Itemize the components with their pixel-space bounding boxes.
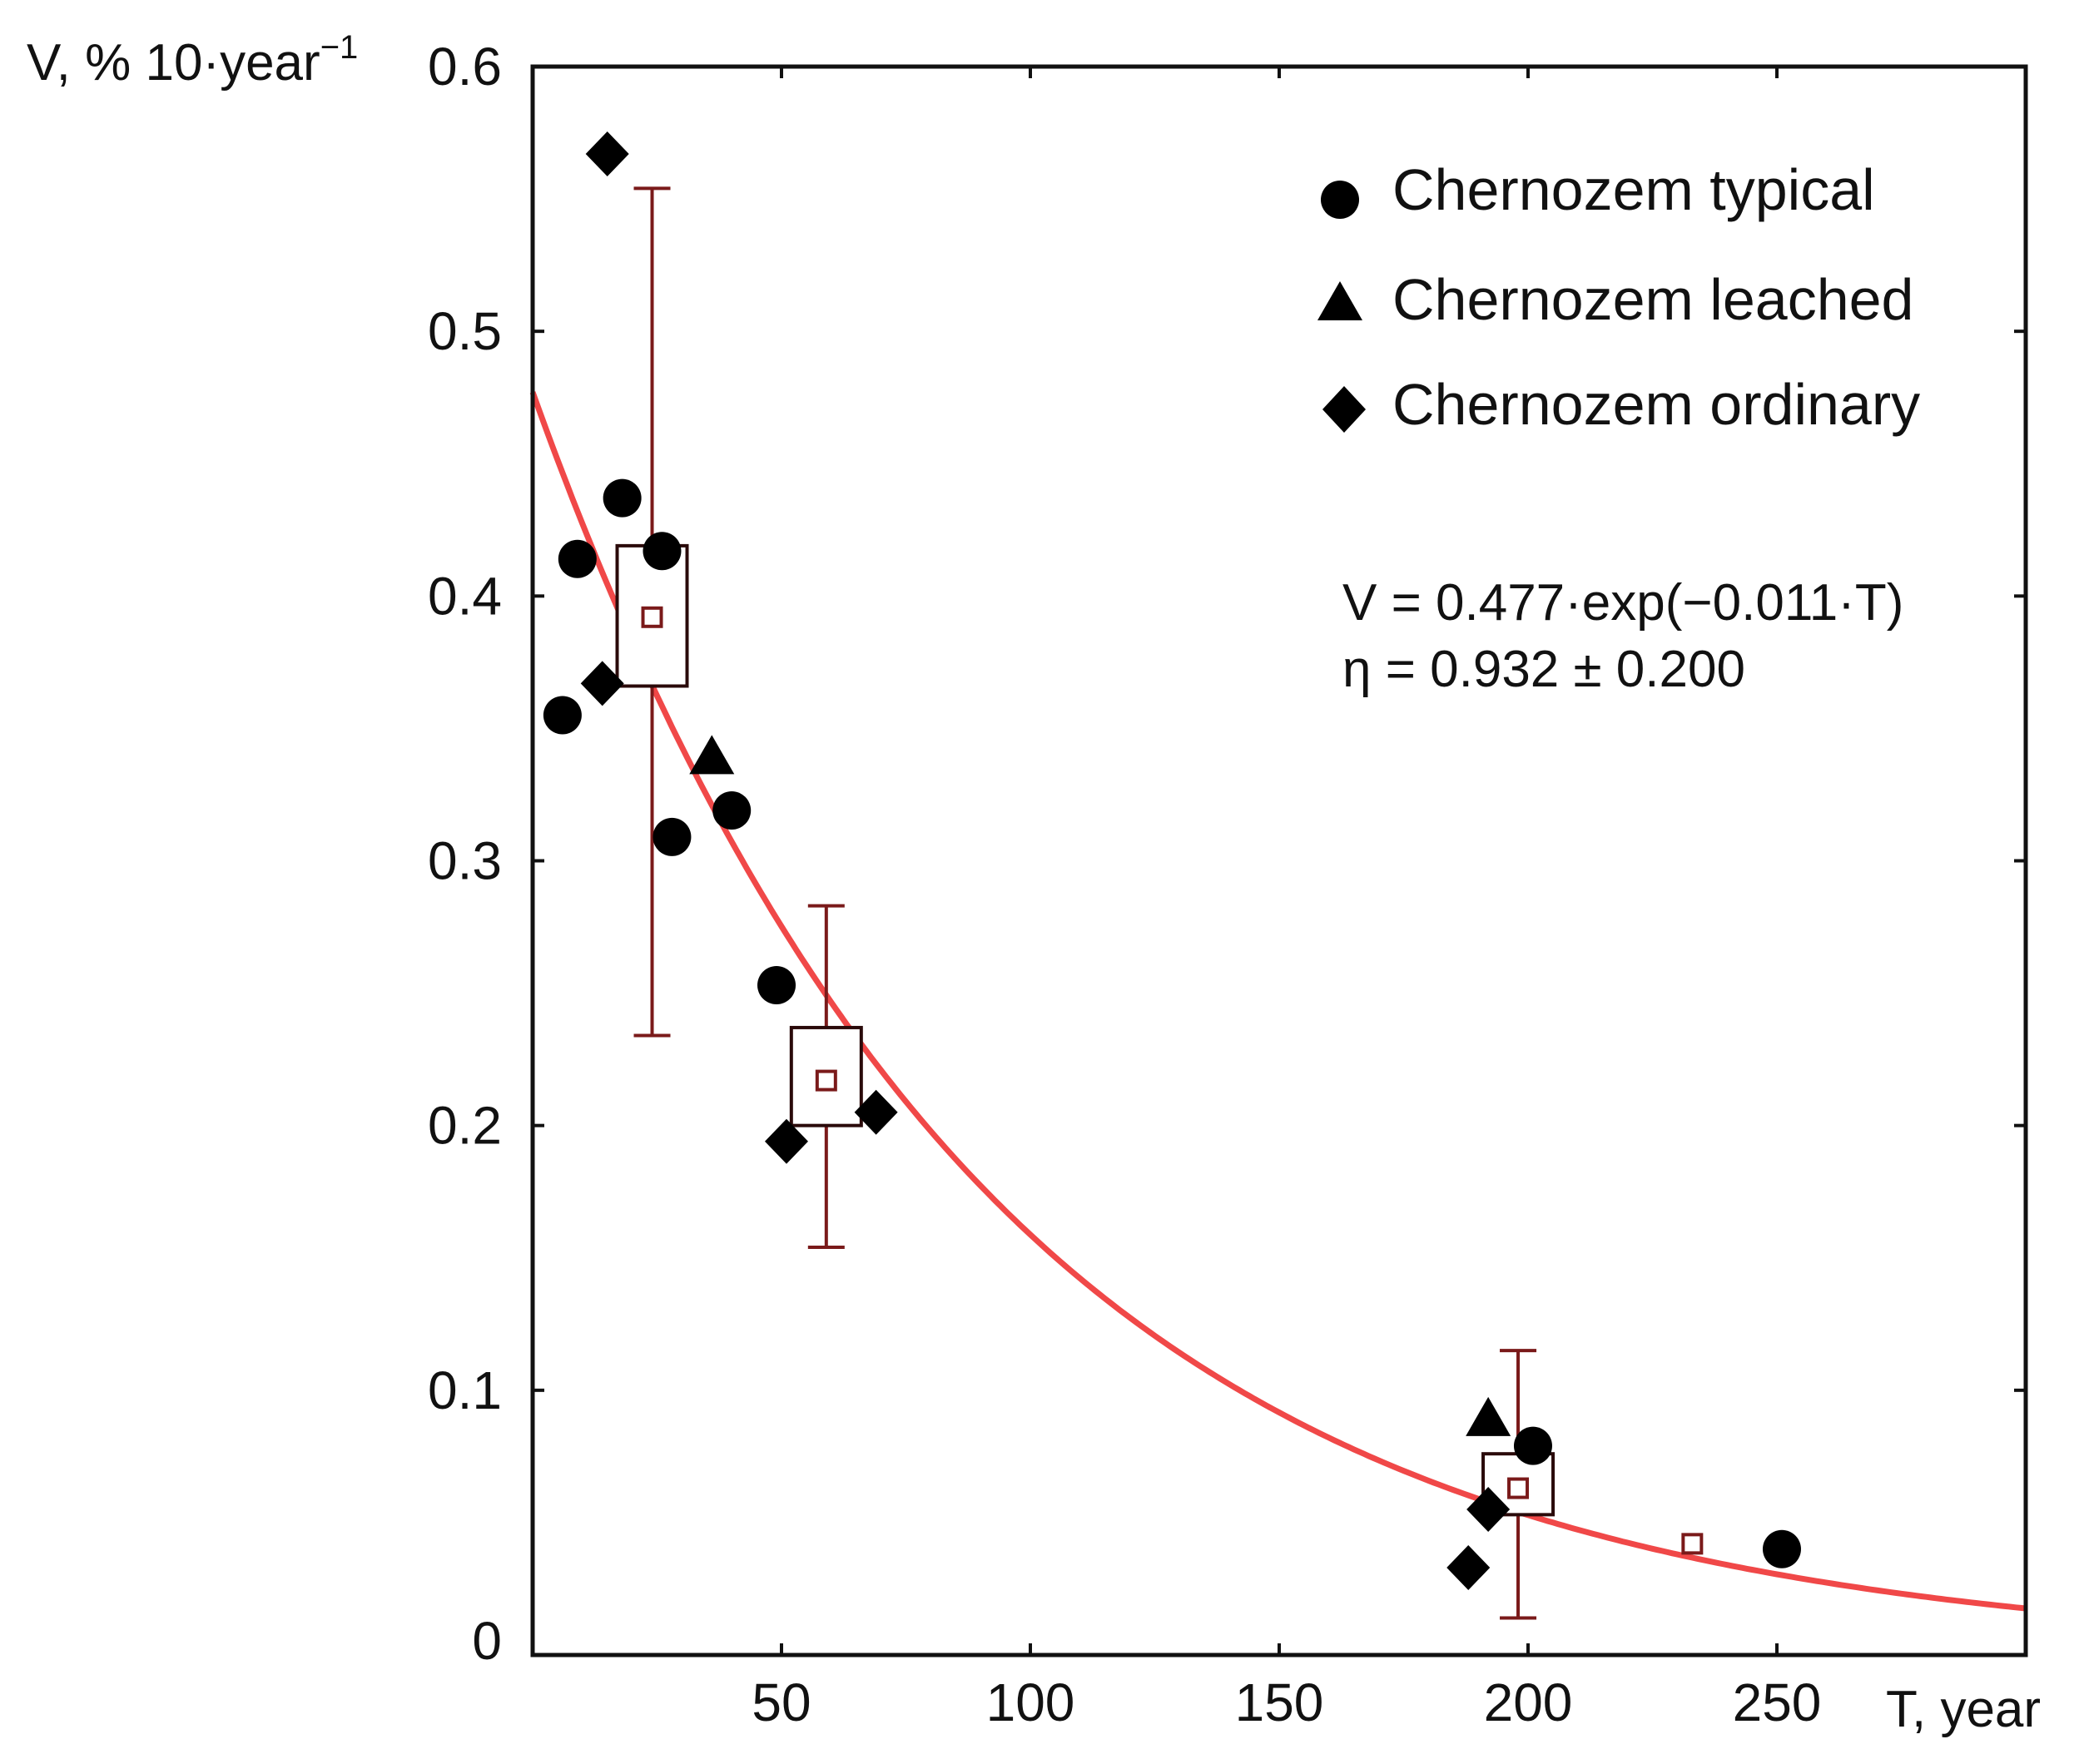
point-ordinary	[1446, 1545, 1491, 1591]
fit-curve	[529, 391, 2027, 1612]
fit-eta: η = 0.932 ± 0.200	[1342, 641, 1745, 698]
point-leached	[689, 735, 735, 775]
y-axis-title: V, % 10·year−1	[27, 29, 358, 92]
point-typical	[643, 532, 682, 571]
legend-label-leached: Chernozem leached	[1392, 267, 1913, 332]
x-axis-title: T, year	[1886, 1681, 2041, 1738]
y-tick-label: 0.5	[428, 301, 502, 361]
point-typical	[558, 539, 597, 578]
box-whisker-layer	[615, 186, 1704, 1620]
legend-label-typical: Chernozem typical	[1392, 157, 1875, 222]
point-typical	[543, 696, 582, 735]
point-typical	[652, 817, 692, 856]
y-tick-label: 0	[472, 1611, 502, 1671]
point-typical	[757, 966, 796, 1005]
mean-marker	[815, 1069, 837, 1092]
legend: Chernozem typical Chernozem leached Cher…	[1317, 157, 1920, 437]
y-tick-label: 0.2	[428, 1096, 502, 1156]
point-typical	[603, 478, 642, 518]
point-leached	[1466, 1396, 1511, 1436]
fit-layer	[529, 391, 2027, 1612]
points-layer	[543, 131, 1801, 1591]
x-tick-label: 100	[986, 1672, 1075, 1732]
legend-triangle-marker	[1317, 281, 1362, 320]
y-tick-label: 0.3	[428, 831, 502, 891]
y-tick-label: 0.6	[428, 37, 502, 97]
x-tick-label: 200	[1484, 1672, 1573, 1732]
point-typical	[1762, 1529, 1801, 1568]
x-tick-label: 250	[1733, 1672, 1822, 1732]
mean-marker	[1507, 1477, 1530, 1499]
point-ordinary	[764, 1118, 808, 1164]
x-tick-label: 150	[1235, 1672, 1324, 1732]
fit-equation: V = 0.477·exp(−0.011·T)	[1342, 574, 1903, 632]
point-ordinary	[580, 661, 624, 706]
mean-marker	[641, 606, 663, 628]
y-tick-label: 0.4	[428, 566, 502, 626]
point-typical	[712, 791, 752, 830]
legend-label-ordinary: Chernozem ordinary	[1392, 372, 1920, 437]
legend-diamond-marker	[1322, 386, 1366, 433]
x-tick-label: 50	[752, 1672, 811, 1732]
point-ordinary	[585, 131, 629, 176]
legend-circle-marker	[1321, 181, 1359, 219]
y-tick-label: 0.1	[428, 1360, 502, 1420]
ticks-layer: 0 0.1 0.2 0.3 0.4 0.5 0.6 50 100 150 200 250	[428, 37, 2026, 1732]
point-typical	[1513, 1426, 1552, 1465]
mean-marker	[1681, 1533, 1704, 1555]
point-ordinary	[1466, 1487, 1511, 1533]
point-ordinary	[854, 1089, 898, 1135]
